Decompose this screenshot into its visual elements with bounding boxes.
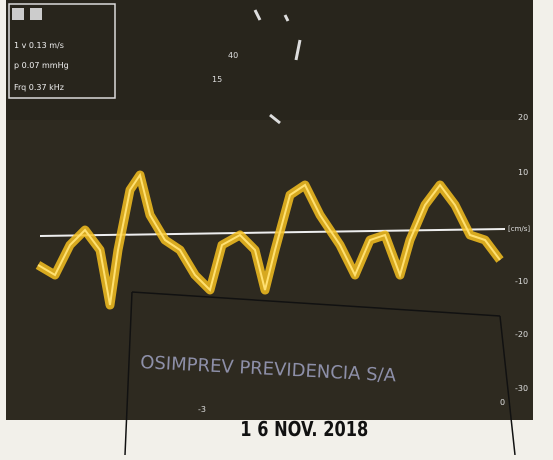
doppler-waveform-core	[37, 172, 501, 306]
info-box	[8, 3, 116, 99]
image-label: 15	[212, 75, 222, 84]
scale-label: -30	[515, 384, 528, 393]
image-top	[6, 0, 533, 120]
sector-echo	[253, 9, 302, 125]
scale-label: 10	[518, 168, 528, 177]
scale-label: [cm/s]	[508, 225, 530, 233]
icon	[12, 8, 24, 20]
info-row: Frq 0.37 kHz	[14, 83, 64, 92]
scale-label: 20	[518, 113, 528, 122]
bottom-label: 0	[500, 398, 505, 407]
stamp-date: 1 6 NOV. 2018	[240, 418, 368, 441]
scale-label: -10	[515, 277, 528, 286]
scale-label: -20	[515, 330, 528, 339]
image-label: 40	[228, 51, 238, 60]
bottom-label: -3	[198, 405, 206, 414]
info-row: 1 v 0.13 m/s	[14, 41, 64, 50]
icon	[30, 8, 42, 20]
info-row: p 0.07 mmHg	[14, 61, 69, 70]
stamp-frame	[124, 291, 516, 456]
